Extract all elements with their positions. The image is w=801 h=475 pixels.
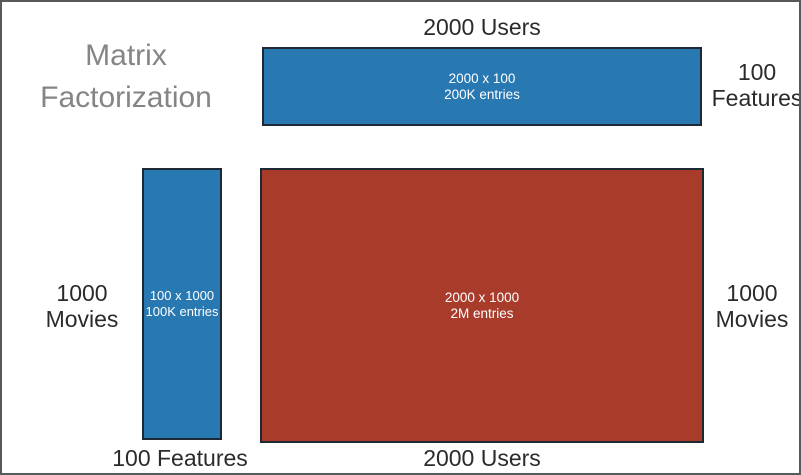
movie-features-matrix-entries: 100K entries [145, 304, 219, 319]
movie-features-matrix-dims: 100 x 1000 [149, 288, 215, 303]
movies-count-label-right: 1000 Movies [715, 280, 789, 332]
ratings-matrix-entries: 2M entries [450, 305, 514, 321]
users-count-label-top: 2000 Users [423, 14, 541, 40]
ratings-matrix: 2000 x 1000 2M entries [260, 168, 704, 443]
user-features-matrix-dims: 2000 x 100 [448, 70, 516, 86]
user-features-matrix-entries: 200K entries [444, 86, 520, 102]
ratings-matrix-dims: 2000 x 1000 [444, 289, 520, 305]
movie-features-matrix: 100 x 1000 100K entries [142, 168, 222, 440]
slide-title: Matrix Factorization [40, 39, 212, 114]
users-count-label-bottom: 2000 Users [423, 445, 541, 471]
features-count-label-bottom: 100 Features [112, 445, 248, 471]
features-count-label-right: 100 Features [711, 59, 801, 111]
user-features-matrix: 2000 x 100 200K entries [262, 47, 702, 126]
movies-count-label-left: 1000 Movies [45, 280, 119, 332]
